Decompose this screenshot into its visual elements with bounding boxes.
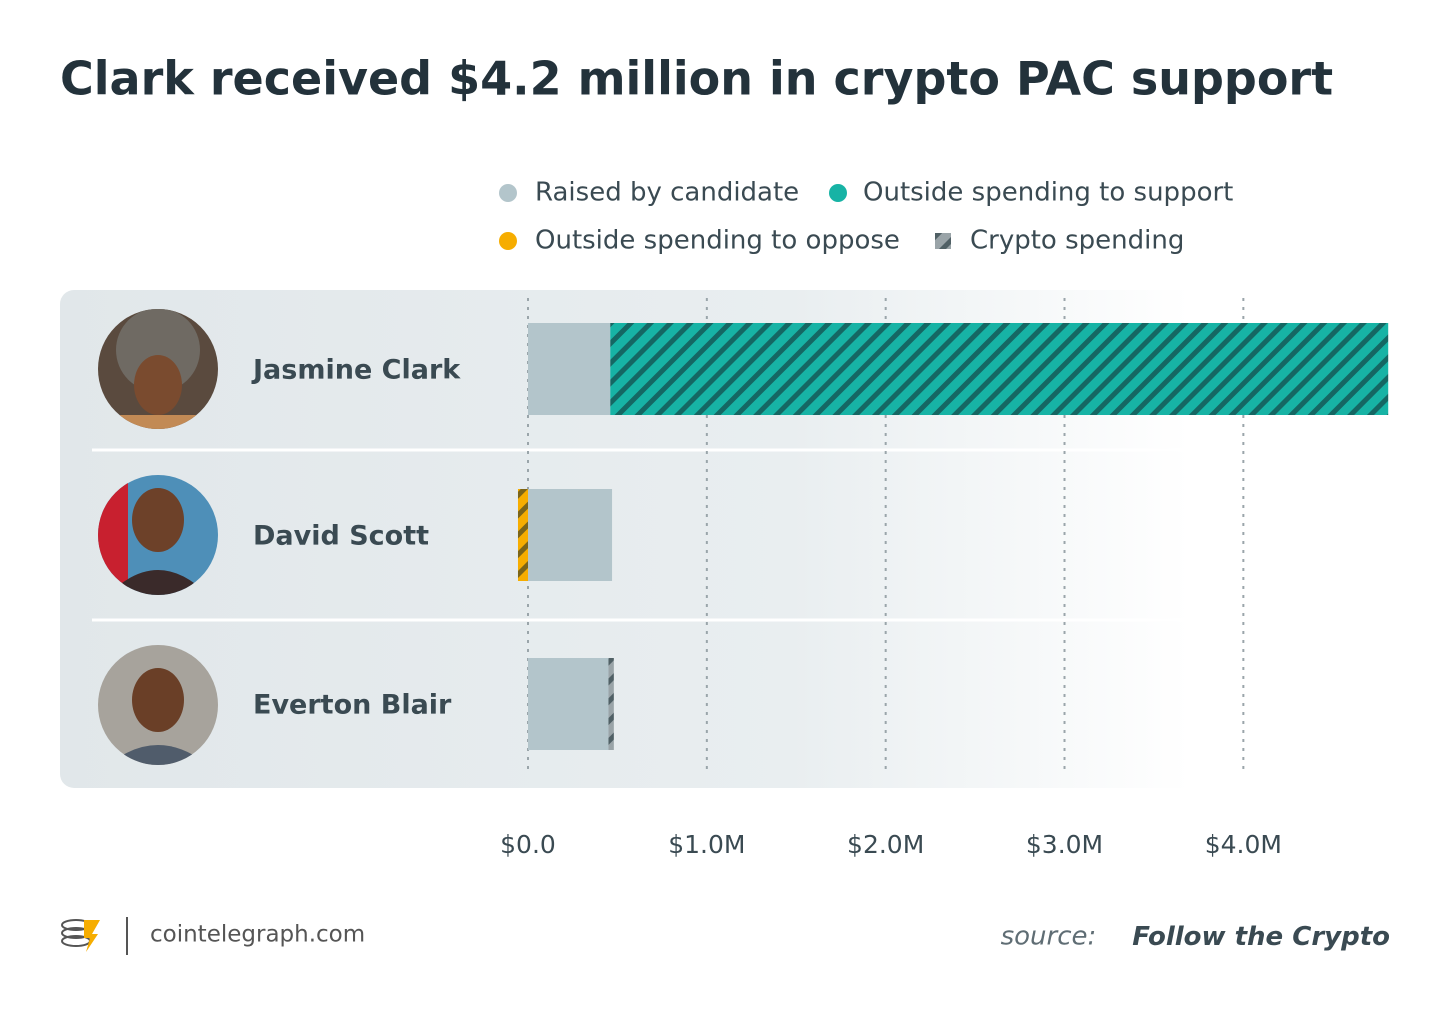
category-label: Everton Blair (253, 690, 452, 721)
legend-swatch (935, 233, 951, 249)
legend-swatch (499, 232, 517, 250)
legend-label: Crypto spending (970, 226, 1184, 256)
legend-swatch (499, 184, 517, 202)
legend-label: Raised by candidate (535, 178, 799, 208)
bar (528, 658, 609, 750)
x-tick-label: $4.0M (1205, 830, 1282, 859)
portrait (98, 309, 218, 429)
bar (608, 658, 614, 750)
x-tick-label: $0.0 (500, 830, 556, 859)
source-name: Follow the Crypto (1132, 922, 1390, 952)
category-label: Jasmine Clark (251, 355, 461, 386)
chart-title: Clark received $4.2 million in crypto PA… (60, 52, 1333, 106)
legend-label: Outside spending to support (863, 178, 1233, 208)
x-tick-label: $2.0M (847, 830, 924, 859)
legend-swatch (829, 184, 847, 202)
x-tick-label: $1.0M (668, 830, 745, 859)
bar (517, 489, 528, 581)
bar (528, 489, 613, 581)
bar (528, 323, 611, 415)
source-label: source: (1001, 922, 1097, 952)
logo (61, 919, 100, 952)
x-tick-label: $3.0M (1026, 830, 1103, 859)
legend-label: Outside spending to oppose (535, 226, 900, 256)
portrait (98, 645, 218, 765)
portrait (98, 475, 218, 595)
category-label: David Scott (253, 521, 429, 552)
footer-site: cointelegraph.com (150, 922, 365, 948)
bar (610, 323, 1389, 415)
source: Follow the Crypto (1132, 922, 1390, 952)
